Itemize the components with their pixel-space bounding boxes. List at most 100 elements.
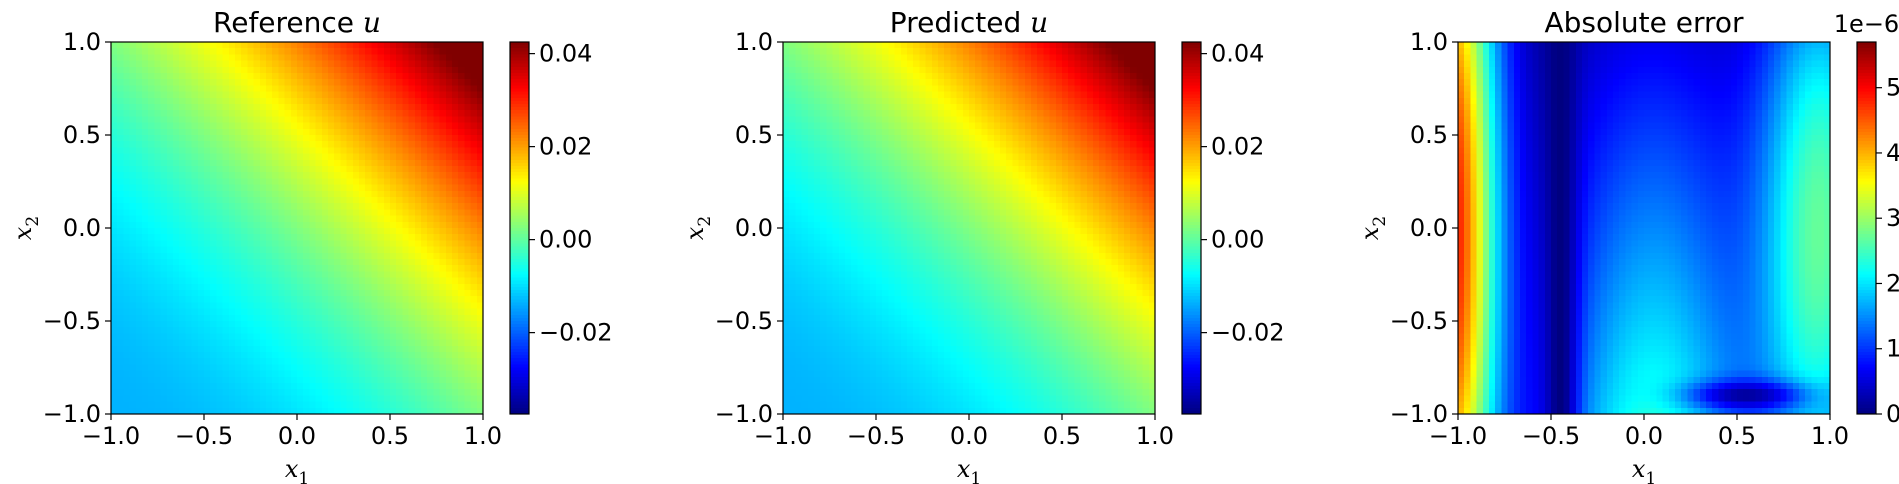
heatmap-cell [427, 358, 434, 365]
heatmap-cell [807, 159, 815, 167]
heatmap-cell [445, 215, 453, 223]
heatmap-cell [173, 333, 180, 341]
heatmap-cell [458, 66, 465, 74]
heatmap-cell [266, 265, 273, 272]
heatmap-cell [396, 97, 403, 105]
heatmap-cell [390, 296, 397, 303]
heatmap-cell [476, 265, 484, 272]
heatmap-cell [284, 339, 292, 347]
heatmap-cell [396, 358, 403, 365]
heatmap-cell [204, 308, 211, 316]
heatmap-cell [876, 352, 883, 359]
heatmap-cell [123, 48, 131, 55]
heatmap-cell [427, 345, 434, 353]
heatmap-cell [160, 184, 168, 192]
heatmap-cell [888, 228, 896, 235]
heatmap-cell [863, 321, 871, 328]
heatmap-cell [795, 364, 803, 372]
heatmap-cell [470, 395, 478, 403]
heatmap-cell [253, 370, 261, 378]
heatmap-cell [142, 215, 149, 223]
heatmap-cell [820, 407, 827, 415]
heatmap-cell [801, 104, 809, 111]
heatmap-cell [464, 178, 472, 186]
heatmap-cell [433, 159, 441, 167]
heatmap-cell [894, 128, 902, 136]
heatmap-cell [346, 209, 354, 217]
heatmap-cell [123, 358, 131, 365]
heatmap-cell [309, 252, 317, 260]
heatmap-cell [396, 271, 403, 279]
heatmap-cell [197, 85, 205, 93]
heatmap-cell [266, 48, 273, 55]
heatmap-cell [303, 352, 310, 359]
heatmap-cell [148, 296, 155, 303]
heatmap-cell [160, 290, 168, 297]
heatmap-cell [390, 321, 397, 328]
heatmap-cell [414, 327, 422, 334]
heatmap-cell [838, 370, 846, 378]
heatmap-cell [129, 333, 137, 341]
heatmap-cell [346, 283, 354, 291]
heatmap-cell [433, 339, 441, 347]
heatmap-cell [197, 91, 205, 99]
heatmap-cell [814, 203, 821, 210]
heatmap-cell [359, 358, 366, 365]
heatmap-cell [197, 321, 205, 328]
heatmap-cell [390, 221, 397, 229]
heatmap-cell [290, 389, 298, 396]
heatmap-cell [154, 302, 162, 310]
heatmap-cell [247, 116, 255, 124]
heatmap-cell [845, 85, 852, 93]
heatmap-cell [179, 110, 186, 117]
heatmap-cell [204, 141, 211, 148]
heatmap-cell [445, 73, 453, 80]
heatmap-cell [297, 221, 304, 229]
heatmap-cell [303, 240, 310, 248]
heatmap-cell [148, 358, 155, 365]
heatmap-cell [309, 97, 317, 105]
heatmap-cell [123, 172, 131, 179]
heatmap-cell [210, 339, 217, 347]
heatmap-cell [820, 159, 827, 167]
heatmap-cell [315, 122, 323, 130]
heatmap-cell [210, 265, 217, 272]
heatmap-cell [346, 178, 354, 186]
heatmap-cell [117, 376, 124, 384]
heatmap-cell [801, 327, 809, 334]
heatmap-cell [814, 60, 821, 68]
heatmap-cell [328, 265, 335, 272]
heatmap-cell [148, 60, 155, 68]
heatmap-cell [135, 228, 143, 235]
heatmap-cell [197, 314, 205, 322]
heatmap-cell [408, 190, 416, 198]
heatmap-cell [297, 265, 304, 272]
heatmap-cell [783, 364, 790, 372]
heatmap-cell [888, 252, 896, 260]
heatmap-cell [383, 91, 391, 99]
heatmap-cell [377, 395, 385, 403]
heatmap-cell [135, 221, 143, 229]
heatmap-cell [857, 178, 865, 186]
heatmap-cell [801, 376, 809, 384]
heatmap-cell [247, 147, 255, 155]
heatmap-cell [297, 401, 304, 409]
heatmap-cell [439, 221, 447, 229]
heatmap-cell [222, 277, 230, 285]
heatmap-cell [309, 240, 317, 248]
heatmap-cell [427, 48, 434, 55]
heatmap-cell [470, 283, 478, 291]
heatmap-cell [290, 252, 298, 260]
heatmap-cell [315, 345, 323, 353]
heatmap-cell [832, 60, 840, 68]
heatmap-cell [377, 209, 385, 217]
heatmap-cell [303, 60, 310, 68]
heatmap-cell [359, 128, 366, 136]
colorbar-band [510, 85, 529, 90]
heatmap-cell [154, 389, 162, 396]
heatmap-cell [470, 259, 478, 266]
heatmap-cell [845, 172, 852, 179]
heatmap-cell [408, 66, 416, 74]
heatmap-cell [888, 147, 896, 155]
heatmap-cell [383, 73, 391, 80]
